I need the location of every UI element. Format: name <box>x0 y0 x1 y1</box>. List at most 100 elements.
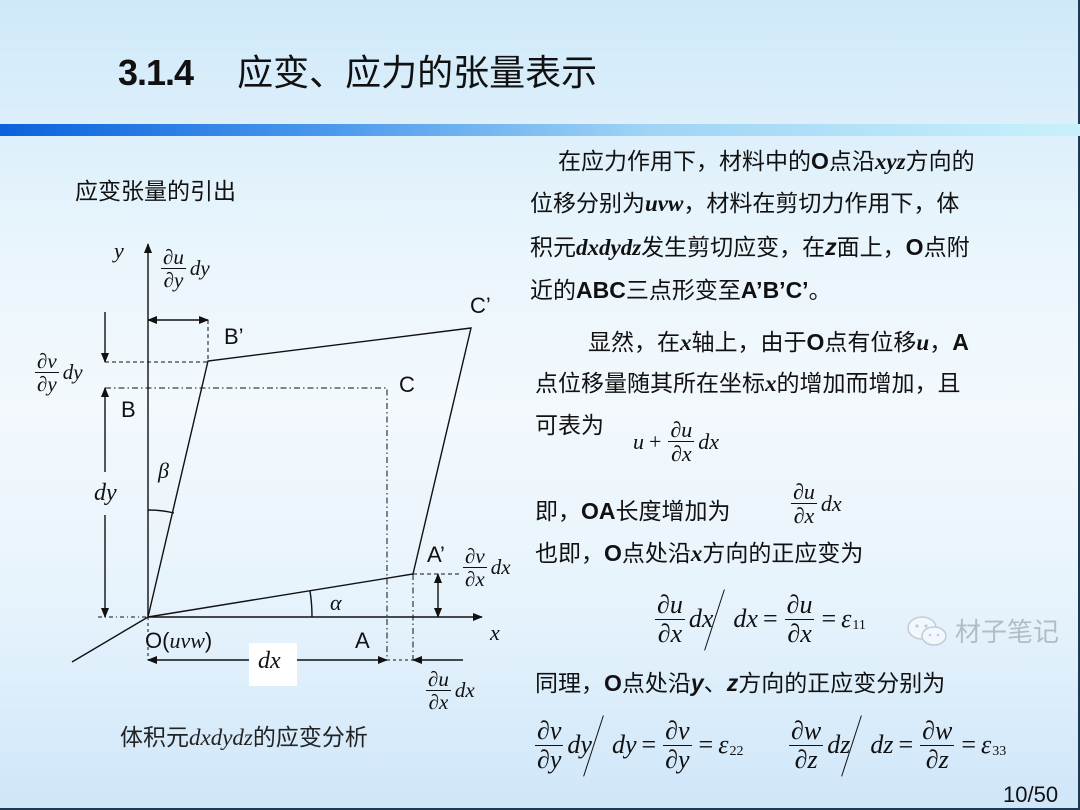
fraction: ∂u ∂x <box>655 591 685 647</box>
division-slash <box>722 588 724 650</box>
text-run: 同理， <box>535 671 604 697</box>
denominator: ∂y <box>537 744 562 774</box>
text-run: 点附 <box>923 235 970 261</box>
division-slash <box>859 714 861 776</box>
watermark-text: 材子笔记 <box>955 618 1060 648</box>
text-run: x <box>690 541 703 566</box>
text-run: u <box>916 330 930 355</box>
fraction: ∂u ∂x <box>784 590 815 648</box>
numerator: ∂w <box>789 716 824 746</box>
math-token: dx <box>490 555 511 580</box>
text-run: O <box>604 670 622 696</box>
operator: = <box>961 730 976 759</box>
operator: = <box>698 730 714 759</box>
operator: = <box>898 730 914 759</box>
text-run: 长度增加为 <box>615 499 731 525</box>
title-text: 应变、应力的张量表示 <box>237 53 598 94</box>
subscript: 22 <box>729 744 744 759</box>
point-a: A <box>355 628 370 653</box>
text-run: 位移分别为 <box>530 191 645 217</box>
numerator: ∂v <box>463 544 487 569</box>
denominator: ∂y <box>37 372 57 397</box>
text-line: 即，OA长度增加为 <box>535 496 731 527</box>
denominator: ∂z <box>794 744 818 774</box>
x-axis-label: x <box>489 620 500 645</box>
text-run: O <box>905 234 924 260</box>
denominator: ∂z <box>925 744 949 774</box>
denominator: ∂x <box>671 441 692 467</box>
deformed-element <box>147 327 472 618</box>
text-run: ABC <box>576 277 626 303</box>
operator: = <box>641 730 657 759</box>
math-token: ε <box>981 730 992 759</box>
text-run: 面上， <box>836 235 906 261</box>
y-axis-label: y <box>112 238 124 263</box>
math-token: dz <box>827 730 851 759</box>
point-c-prime: C’ <box>470 293 491 318</box>
text-run: 点处沿 <box>621 671 691 697</box>
text-run: 点位移量随其所在坐标 <box>535 371 765 397</box>
denominator: ∂x <box>465 567 485 592</box>
fraction: ∂w ∂z <box>920 716 955 774</box>
beta-arc <box>147 509 175 514</box>
beta-label: β <box>157 458 169 483</box>
point-a-prime: A’ <box>427 542 445 567</box>
operator: = <box>821 604 837 633</box>
dv-dx-dx-label: ∂v ∂x dx <box>460 545 512 590</box>
text-line: 也即，O点处沿x方向的正应变为 <box>535 538 863 569</box>
math-token: dy <box>189 256 210 281</box>
formula-oa-increase: ∂u ∂x dx <box>788 480 843 527</box>
text-run: uvw <box>645 191 684 216</box>
text-run: 轴上，由于 <box>691 330 807 356</box>
text-run: dxdydz <box>189 725 253 750</box>
fraction: ∂u ∂x <box>668 417 695 467</box>
original-element-outline <box>105 387 388 660</box>
diagram-caption: 体积元dxdydz的应变分析 <box>120 718 368 752</box>
text-run: OA <box>581 498 616 524</box>
text-line: 同理，O点处沿y、z方向的正应变分别为 <box>535 668 945 699</box>
denominator: ∂x <box>657 618 683 648</box>
title-accent-bar <box>0 124 1080 136</box>
text-run: 方向的 <box>905 149 975 175</box>
math-token: dx <box>698 428 720 454</box>
numerator: ∂w <box>920 716 955 746</box>
wechat-icon <box>907 615 947 646</box>
numerator: ∂u <box>161 245 186 270</box>
numerator: ∂u <box>791 479 817 505</box>
text-run: ，材料在剪切力作用下，体 <box>683 191 960 217</box>
numerator: ∂v <box>535 716 564 746</box>
denominator: ∂x <box>428 690 449 715</box>
watermark: 材子笔记 <box>905 612 1059 649</box>
fraction: ∂u ∂x <box>791 480 817 527</box>
text-run: y <box>690 670 704 696</box>
point-c: C <box>399 372 415 397</box>
numerator: ∂v <box>663 716 692 746</box>
denominator: ∂x <box>787 618 812 648</box>
numerator: ∂u <box>784 590 815 620</box>
text-run: 三点形变至 <box>625 278 741 304</box>
operator: + <box>649 428 662 454</box>
text-run: xyz <box>874 149 906 174</box>
text-run: 体积元 <box>120 725 189 751</box>
fraction: ∂v ∂y <box>535 716 564 774</box>
text-run: 点处沿 <box>621 541 691 567</box>
fraction: ∂v ∂x <box>463 545 487 590</box>
text-run: ， <box>929 330 953 356</box>
text-line: 在应力作用下，材料中的O点沿xyz方向的 <box>558 146 975 177</box>
math-token: dy <box>611 730 637 759</box>
subscript: 33 <box>992 744 1007 759</box>
text-run: 。 <box>808 278 832 304</box>
text-line: 可表为 <box>535 411 604 441</box>
formula-eps33: ∂w ∂z dz dz = ∂w ∂z = ε 33 <box>786 714 1006 776</box>
text-run: dxdydz <box>576 235 642 260</box>
math-token: dy <box>567 730 592 759</box>
alpha-label: α <box>330 590 342 615</box>
du-dy-dy-label: ∂u ∂y dy <box>158 246 211 291</box>
alpha-arc <box>309 590 313 618</box>
formula-eps11: ∂u ∂x dx dx = ∂u ∂x = ε 11 <box>652 588 866 650</box>
text-line: 点位移量随其所在坐标x的增加而增加，且 <box>535 369 961 399</box>
formula-a-displacement: u + ∂u ∂x dx <box>632 418 720 465</box>
text-run: 发生剪切应变，在 <box>641 235 826 261</box>
numerator: ∂u <box>668 417 695 443</box>
